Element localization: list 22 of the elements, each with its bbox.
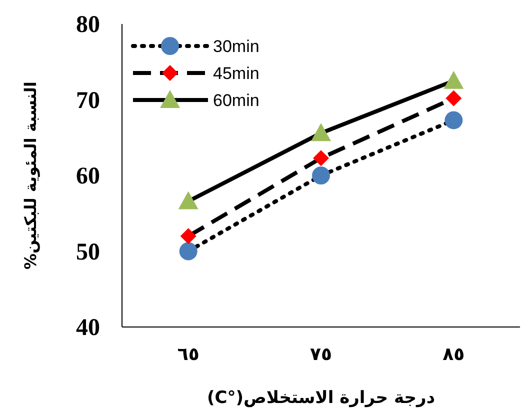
point <box>180 228 196 244</box>
point <box>446 90 462 106</box>
point <box>312 166 330 184</box>
y-tick-label: 70 <box>76 88 100 114</box>
point <box>313 150 329 166</box>
x-tick-label: ٧٥ <box>310 344 332 365</box>
point <box>444 111 463 130</box>
y-axis-title: النسبة المئوية للبكتين% <box>21 81 40 270</box>
x-tick-label: ٦٥ <box>177 344 200 365</box>
y-tick-label: 60 <box>76 164 100 190</box>
legend-label: 60min <box>213 91 260 110</box>
y-tick-label: 50 <box>76 239 100 266</box>
point <box>444 70 464 89</box>
x-axis-title: درجة حرارة الاستخلاص(°C) <box>206 388 436 408</box>
point <box>178 191 198 210</box>
point <box>179 242 198 260</box>
point <box>311 123 331 142</box>
y-tick-label: 40 <box>76 315 100 341</box>
legend-label: 45min <box>213 64 260 83</box>
legend-label: 30min <box>213 37 260 56</box>
y-tick-label: 80 <box>76 12 100 38</box>
x-tick-label: ٨٥ <box>442 344 465 365</box>
